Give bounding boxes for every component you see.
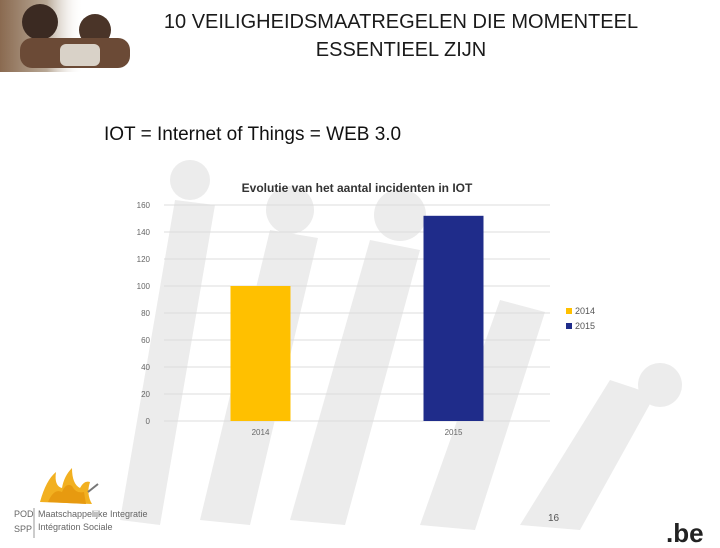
legend-swatch-2015 (566, 322, 572, 329)
org-short-top: POD (14, 509, 34, 519)
org-name-fr: Intégration Sociale (38, 522, 113, 532)
chart-svg: Evolutie van het aantal incidenten in IO… (137, 181, 550, 437)
y-tick-label-100: 100 (137, 282, 151, 291)
y-tick-label-80: 80 (141, 309, 150, 318)
slide-title-line2: ESSENTIEEL ZIJN (315, 39, 487, 61)
slide-subtitle: IOT = Internet of Things = WEB 3.0 (104, 124, 402, 145)
slide-title: 10 VEILIGHEIDSMAATREGELEN DIE MOMENTEEL … (96, 8, 706, 64)
header-photo-banner (0, 0, 260, 72)
org-logo-flame-icon (33, 468, 99, 538)
y-tick-label-40: 40 (141, 363, 150, 372)
org-logo: POD SPP Maatschappelijke Integratie Inté… (0, 462, 160, 540)
y-tick-label-0: 0 (146, 417, 151, 426)
y-tick-label-160: 160 (137, 201, 151, 210)
bar-chart: Evolutie van het aantal incidenten in IO… (120, 170, 610, 445)
x-tick-label-2014: 2014 (252, 428, 270, 437)
legend-item-2014: 2014 (566, 303, 595, 318)
y-tick-label-60: 60 (141, 336, 150, 345)
org-short-bottom: SPP (14, 524, 33, 534)
y-tick-label-20: 20 (141, 390, 150, 399)
legend-item-2015: 2015 (566, 318, 595, 333)
page-number: 16 (548, 513, 560, 524)
chart-legend: 2014 2015 (566, 303, 595, 333)
chart-title: Evolutie van het aantal incidenten in IO… (242, 181, 473, 195)
be-logo: .be (666, 518, 704, 548)
legend-label-2015: 2015 (575, 320, 596, 331)
bar-2014 (230, 286, 291, 421)
bar-2015 (423, 215, 484, 421)
org-name-nl: Maatschappelijke Integratie (38, 509, 148, 519)
y-tick-label-140: 140 (137, 228, 151, 237)
slide-title-line1: 10 VEILIGHEIDSMAATREGELEN DIE MOMENTEEL (163, 11, 639, 33)
legend-swatch-2014 (566, 307, 572, 314)
legend-label-2014: 2014 (575, 305, 596, 316)
y-tick-label-120: 120 (137, 255, 151, 264)
x-tick-label-2015: 2015 (445, 428, 463, 437)
